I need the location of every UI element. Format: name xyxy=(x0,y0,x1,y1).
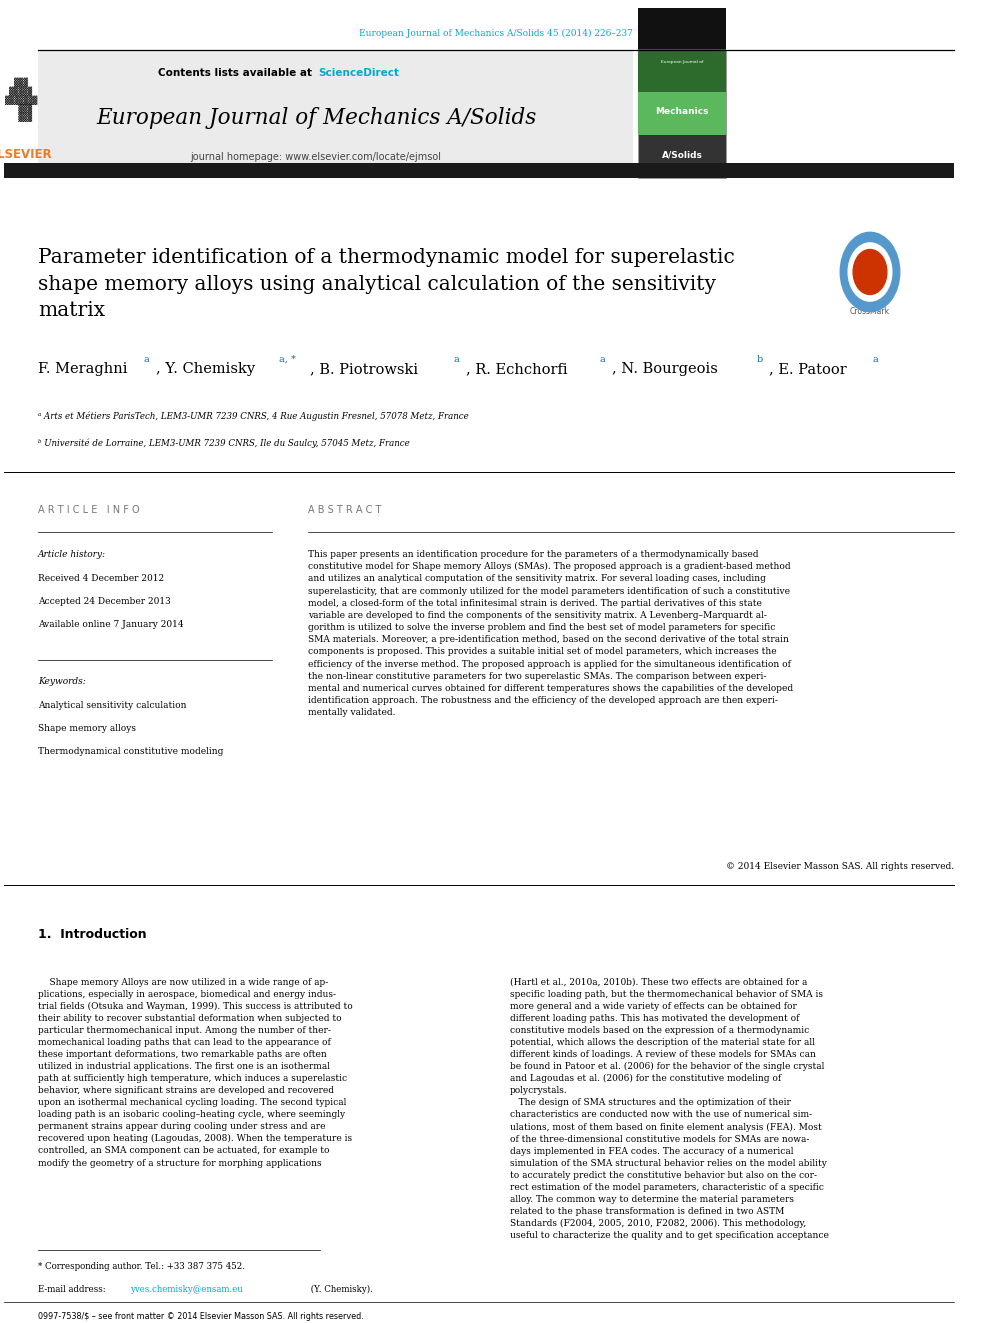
Text: a: a xyxy=(144,355,150,364)
Text: a: a xyxy=(454,355,459,364)
Text: Parameter identification of a thermodynamic model for superelastic
shape memory : Parameter identification of a thermodyna… xyxy=(38,247,735,320)
Text: a: a xyxy=(600,355,606,364)
Text: © 2014 Elsevier Masson SAS. All rights reserved.: © 2014 Elsevier Masson SAS. All rights r… xyxy=(726,863,954,871)
Text: A B S T R A C T: A B S T R A C T xyxy=(308,505,381,515)
Text: yves.chemisky@ensam.eu: yves.chemisky@ensam.eu xyxy=(130,1285,243,1294)
Text: Available online 7 January 2014: Available online 7 January 2014 xyxy=(38,620,184,628)
Text: , B. Piotrowski: , B. Piotrowski xyxy=(310,363,418,376)
Text: , E. Patoor: , E. Patoor xyxy=(769,363,847,376)
Text: a, *: a, * xyxy=(279,355,296,364)
Text: Thermodynamical constitutive modeling: Thermodynamical constitutive modeling xyxy=(38,747,223,755)
Bar xyxy=(638,50,726,179)
Text: CrossMark: CrossMark xyxy=(850,307,890,316)
Text: * Corresponding author. Tel.: +33 387 375 452.: * Corresponding author. Tel.: +33 387 37… xyxy=(38,1262,245,1271)
Text: Shape memory alloys: Shape memory alloys xyxy=(38,724,136,733)
Bar xyxy=(38,50,633,179)
Text: This paper presents an identification procedure for the parameters of a thermody: This paper presents an identification pr… xyxy=(308,550,794,717)
Text: (Hartl et al., 2010a, 2010b). These two effects are obtained for a
specific load: (Hartl et al., 2010a, 2010b). These two … xyxy=(510,978,829,1240)
Text: Received 4 December 2012: Received 4 December 2012 xyxy=(38,574,164,583)
Bar xyxy=(638,93,726,135)
Text: Accepted 24 December 2013: Accepted 24 December 2013 xyxy=(38,597,171,606)
Text: a: a xyxy=(872,355,878,364)
Text: Contents lists available at: Contents lists available at xyxy=(159,67,316,78)
Text: 1.  Introduction: 1. Introduction xyxy=(38,927,147,941)
Text: European Journal of Mechanics A/Solids: European Journal of Mechanics A/Solids xyxy=(96,107,536,130)
Text: Article history:: Article history: xyxy=(38,550,106,560)
Circle shape xyxy=(853,250,887,295)
Text: Analytical sensitivity calculation: Analytical sensitivity calculation xyxy=(38,701,186,710)
Text: ▓▓▓
▓▓▓▓▓
▓▓▓▓▓▓▓
  ▓▓▓
  ▓▓▓: ▓▓▓ ▓▓▓▓▓ ▓▓▓▓▓▓▓ ▓▓▓ ▓▓▓ xyxy=(5,78,37,122)
Text: ᵃ Arts et Métiers ParisTech, LEM3-UMR 7239 CNRS, 4 Rue Augustin Fresnel, 57078 M: ᵃ Arts et Métiers ParisTech, LEM3-UMR 72… xyxy=(38,411,469,422)
Text: ᵇ Université de Lorraine, LEM3-UMR 7239 CNRS, Ile du Saulcy, 57045 Metz, France: ᵇ Université de Lorraine, LEM3-UMR 7239 … xyxy=(38,438,410,447)
Circle shape xyxy=(848,243,892,302)
Text: , Y. Chemisky: , Y. Chemisky xyxy=(156,363,255,376)
Text: European Journal of Mechanics A/Solids 45 (2014) 226–237: European Journal of Mechanics A/Solids 4… xyxy=(359,28,633,37)
Text: (Y. Chemisky).: (Y. Chemisky). xyxy=(308,1285,373,1294)
Text: 0997-7538/$ – see front matter © 2014 Elsevier Masson SAS. All rights reserved.: 0997-7538/$ – see front matter © 2014 El… xyxy=(38,1312,364,1320)
Bar xyxy=(4,163,954,179)
Bar xyxy=(638,49,726,93)
Text: journal homepage: www.elsevier.com/locate/ejmsol: journal homepage: www.elsevier.com/locat… xyxy=(190,152,441,161)
Text: A/Solids: A/Solids xyxy=(662,151,702,160)
Text: , N. Bourgeois: , N. Bourgeois xyxy=(612,363,718,376)
Text: F. Meraghni: F. Meraghni xyxy=(38,363,128,376)
Text: ELSEVIER: ELSEVIER xyxy=(0,148,53,161)
Text: Shape memory Alloys are now utilized in a wide range of ap-
plications, especial: Shape memory Alloys are now utilized in … xyxy=(38,978,353,1167)
Text: A R T I C L E   I N F O: A R T I C L E I N F O xyxy=(38,505,140,515)
Text: , R. Echchorfi: , R. Echchorfi xyxy=(466,363,567,376)
Bar xyxy=(638,8,726,50)
Text: E-mail address:: E-mail address: xyxy=(38,1285,108,1294)
Bar xyxy=(4,50,38,179)
Text: European Journal of: European Journal of xyxy=(661,60,703,64)
Text: ScienceDirect: ScienceDirect xyxy=(318,67,399,78)
Text: Mechanics: Mechanics xyxy=(656,107,708,116)
Text: b: b xyxy=(757,355,763,364)
Text: Keywords:: Keywords: xyxy=(38,677,85,687)
Circle shape xyxy=(840,233,900,312)
